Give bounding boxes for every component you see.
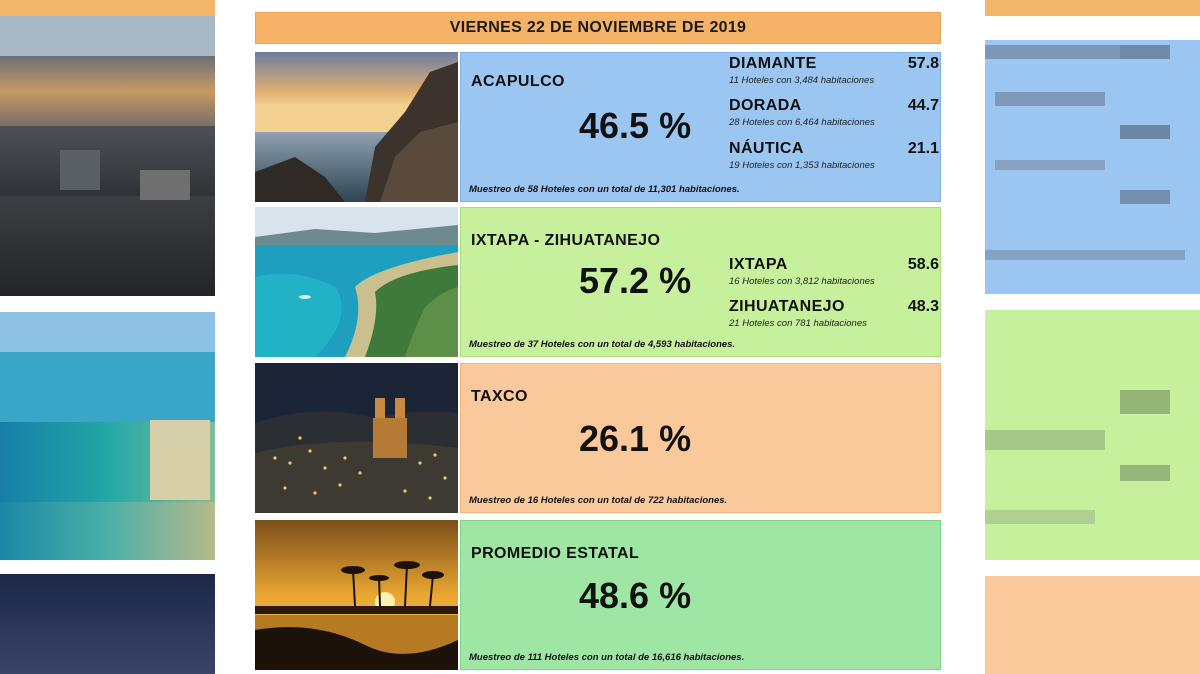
occupancy-percent: 46.5 % — [579, 105, 692, 146]
zone-value: 44.7 — [907, 97, 939, 114]
zone-name: DIAMANTE — [729, 55, 817, 72]
destination-name: PROMEDIO ESTATAL — [471, 545, 640, 562]
zone-detail: 28 Hoteles con 6,464 habitaciones — [729, 117, 875, 128]
destination-name: TAXCO — [471, 388, 528, 405]
zone-name: NÁUTICA — [729, 140, 804, 157]
zone-value: 48.3 — [907, 298, 939, 315]
zone-detail: 11 Hoteles con 3,484 habitaciones — [729, 75, 875, 86]
palm-sunset-photo — [255, 520, 458, 670]
taxco-panel: TAXCO 26.1 % Muestreo de 16 Hoteles con … — [460, 363, 941, 513]
zone-name: ZIHUATANEJO — [729, 298, 845, 315]
destination-name: ACAPULCO — [471, 73, 565, 90]
acapulco-panel: ACAPULCO 46.5 % DIAMANTE 57.8 11 Hoteles… — [460, 52, 941, 202]
row-acapulco: ACAPULCO 46.5 % DIAMANTE 57.8 11 Hoteles… — [255, 52, 941, 202]
zone-value: 21.1 — [907, 140, 939, 157]
left-blurred-panel — [0, 0, 215, 674]
zone-value: 57.8 — [907, 55, 939, 72]
zone-nautica: NÁUTICA 21.1 19 Hoteles con 1,353 habita… — [729, 140, 939, 180]
zone-diamante: DIAMANTE 57.8 11 Hoteles con 3,484 habit… — [729, 55, 939, 95]
zone-name: IXTAPA — [729, 256, 788, 273]
sample-note: Muestreo de 58 Hoteles con un total de 1… — [469, 184, 740, 195]
zone-dorada: DORADA 44.7 28 Hoteles con 6,464 habitac… — [729, 97, 939, 137]
sample-note: Muestreo de 37 Hoteles con un total de 4… — [469, 339, 736, 350]
town-night-photo — [255, 363, 458, 513]
sample-note: Muestreo de 111 Hoteles con un total de … — [469, 652, 745, 663]
bay-aerial-photo — [255, 207, 458, 357]
zone-value: 58.6 — [907, 256, 939, 273]
occupancy-percent: 48.6 % — [579, 575, 692, 616]
ixtapa-zihuatanejo-panel: IXTAPA - ZIHUATANEJO 57.2 % IXTAPA 58.6 … — [460, 207, 941, 357]
report-date: VIERNES 22 DE NOVIEMBRE DE 2019 — [255, 12, 941, 44]
right-blurred-panel — [985, 0, 1200, 674]
occupancy-percent: 26.1 % — [579, 418, 692, 459]
zone-ixtapa: IXTAPA 58.6 16 Hoteles con 3,812 habitac… — [729, 256, 939, 296]
row-taxco: TAXCO 26.1 % Muestreo de 16 Hoteles con … — [255, 363, 941, 513]
destination-name: IXTAPA - ZIHUATANEJO — [471, 232, 661, 249]
sample-note: Muestreo de 16 Hoteles con un total de 7… — [469, 495, 728, 506]
occupancy-percent: 57.2 % — [579, 260, 692, 301]
zone-name: DORADA — [729, 97, 802, 114]
row-promedio-estatal: PROMEDIO ESTATAL 48.6 % Muestreo de 111 … — [255, 520, 941, 670]
coastal-sunset-photo — [255, 52, 458, 202]
zone-zihuatanejo: ZIHUATANEJO 48.3 21 Hoteles con 781 habi… — [729, 298, 939, 338]
zone-detail: 19 Hoteles con 1,353 habitaciones — [729, 160, 875, 171]
promedio-estatal-panel: PROMEDIO ESTATAL 48.6 % Muestreo de 111 … — [460, 520, 941, 670]
zone-detail: 21 Hoteles con 781 habitaciones — [729, 318, 867, 329]
zone-detail: 16 Hoteles con 3,812 habitaciones — [729, 276, 875, 287]
row-ixtapa-zihuatanejo: IXTAPA - ZIHUATANEJO 57.2 % IXTAPA 58.6 … — [255, 207, 941, 357]
occupancy-report: VIERNES 22 DE NOVIEMBRE DE 2019 — [215, 0, 985, 674]
